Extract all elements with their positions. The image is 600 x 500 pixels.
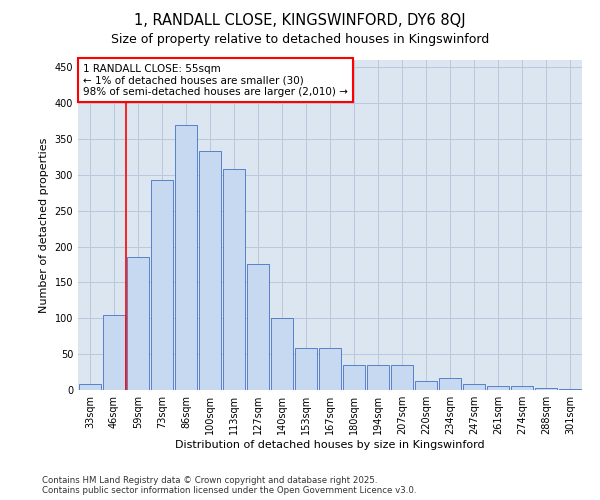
Bar — [415, 380, 437, 390]
Text: 1 RANDALL CLOSE: 55sqm
← 1% of detached houses are smaller (30)
98% of semi-deta: 1 RANDALL CLOSE: 55sqm ← 1% of detached … — [83, 64, 347, 97]
Bar — [175, 124, 197, 390]
Bar — [511, 386, 533, 390]
Bar — [535, 388, 557, 390]
Bar — [199, 151, 221, 390]
Bar — [487, 386, 509, 390]
Bar — [127, 258, 149, 390]
Bar — [247, 264, 269, 390]
Text: 1, RANDALL CLOSE, KINGSWINFORD, DY6 8QJ: 1, RANDALL CLOSE, KINGSWINFORD, DY6 8QJ — [134, 12, 466, 28]
X-axis label: Distribution of detached houses by size in Kingswinford: Distribution of detached houses by size … — [175, 440, 485, 450]
Bar — [463, 384, 485, 390]
Bar — [151, 180, 173, 390]
Text: Size of property relative to detached houses in Kingswinford: Size of property relative to detached ho… — [111, 32, 489, 46]
Bar — [319, 348, 341, 390]
Bar — [103, 314, 125, 390]
Text: Contains HM Land Registry data © Crown copyright and database right 2025.
Contai: Contains HM Land Registry data © Crown c… — [42, 476, 416, 495]
Bar — [295, 348, 317, 390]
Bar — [439, 378, 461, 390]
Bar — [367, 365, 389, 390]
Bar — [391, 365, 413, 390]
Bar — [223, 169, 245, 390]
Bar — [343, 365, 365, 390]
Bar — [271, 318, 293, 390]
Bar — [559, 388, 581, 390]
Y-axis label: Number of detached properties: Number of detached properties — [39, 138, 49, 312]
Bar — [79, 384, 101, 390]
